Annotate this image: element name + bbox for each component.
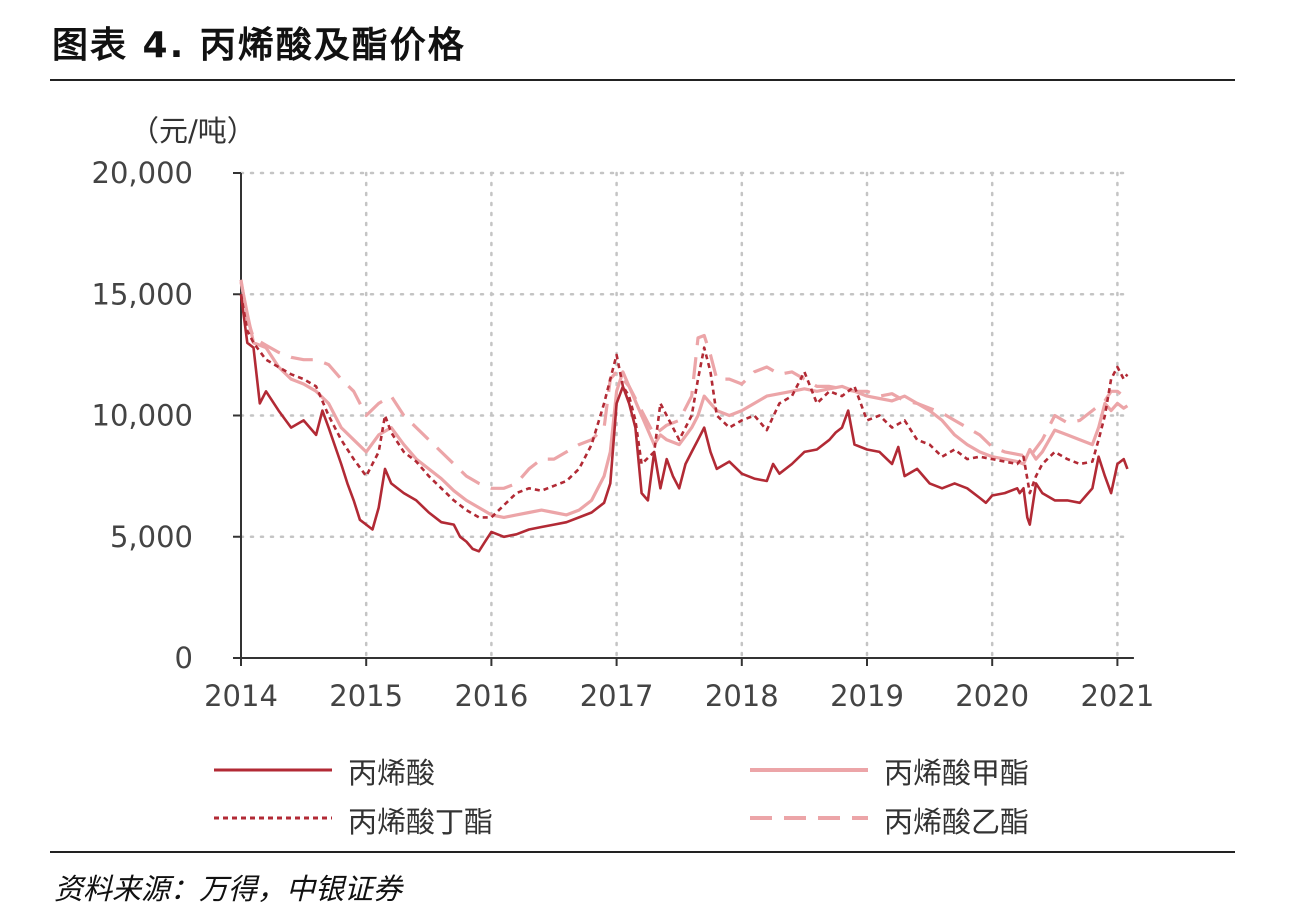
axes: 0 5,000 10,000 15,000 20,000 2014 2015 2016 2017… <box>92 156 1155 713</box>
series-line-butyl-acrylate <box>239 294 1129 519</box>
legend-label-ethyl-acrylate: 丙烯酸乙酯 <box>884 805 1030 839</box>
legend-label-acrylic-acid: 丙烯酸 <box>348 756 436 790</box>
bottom-divider <box>50 851 1235 853</box>
grid-lines <box>239 171 1132 660</box>
series-line-acrylic-acid <box>239 294 1129 553</box>
y-tick-label: 5,000 <box>110 520 193 554</box>
series-line-ethyl-acrylate <box>239 279 1129 490</box>
y-tick-label: 0 <box>175 641 193 675</box>
y-tick-label: 20,000 <box>92 156 193 190</box>
x-tick-label: 2021 <box>1080 679 1154 713</box>
top-divider <box>50 79 1235 81</box>
legend-label-methyl-acrylate: 丙烯酸甲酯 <box>884 756 1030 790</box>
series-line-methyl-acrylate <box>239 281 1129 520</box>
y-tick-label: 10,000 <box>92 399 193 433</box>
y-tick-label: 15,000 <box>92 277 193 311</box>
x-tick-label: 2019 <box>830 679 904 713</box>
y-axis-label: （元/吨） <box>130 114 256 148</box>
legend <box>214 768 868 820</box>
x-tick-label: 2020 <box>955 679 1029 713</box>
legend-label-butyl-acrylate: 丙烯酸丁酯 <box>348 805 494 839</box>
chart-title: 图表 4. 丙烯酸及酯价格 <box>52 25 466 66</box>
x-tick-label: 2018 <box>705 679 779 713</box>
x-tick-label: 2016 <box>454 679 528 713</box>
source-note: 资料来源：万得，中银证券 <box>54 872 403 906</box>
x-tick-label: 2014 <box>204 679 278 713</box>
x-tick-label: 2015 <box>329 679 403 713</box>
series-lines <box>239 279 1129 553</box>
x-tick-label: 2017 <box>580 679 654 713</box>
